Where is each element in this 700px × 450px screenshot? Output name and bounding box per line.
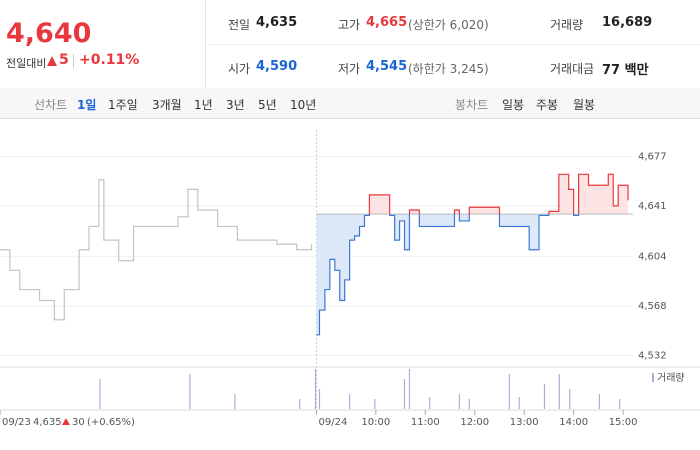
period-tab[interactable]: 10년 xyxy=(290,98,317,112)
y-tick-label: 4,677 xyxy=(638,151,667,162)
period-tab[interactable]: 3년 xyxy=(226,98,245,112)
up-icon xyxy=(47,56,57,66)
stat-label: 고가 xyxy=(338,18,361,32)
volume-bar xyxy=(408,369,411,409)
stat-value: 77 백만 xyxy=(602,63,649,78)
tab-bar xyxy=(0,88,700,119)
price: 4,640 xyxy=(6,18,92,49)
stat-value: 16,689 xyxy=(602,15,653,30)
prev-change: 30 xyxy=(72,417,85,428)
stat-label: 시가 xyxy=(228,62,251,76)
area xyxy=(316,174,629,335)
volume-legend: 거래량 xyxy=(657,372,685,384)
stat-note: (상한가 6,020) xyxy=(408,18,489,32)
volume-bar xyxy=(429,397,431,409)
stat-label: 전일 xyxy=(228,18,251,32)
x-tick-label: 11:00 xyxy=(411,417,440,428)
volume-bar xyxy=(374,399,376,409)
x-tick-label: 09/24 xyxy=(319,417,348,428)
volume-bar xyxy=(558,374,560,409)
stat-note: (하한가 3,245) xyxy=(408,62,489,76)
legend-swatch xyxy=(652,373,654,382)
candle-tab[interactable]: 일봉 xyxy=(502,98,525,112)
change-pct: +0.11% xyxy=(79,52,140,68)
period-tab[interactable]: 3개월 xyxy=(152,98,182,112)
volume-bar xyxy=(234,394,236,409)
candle-tab[interactable]: 주봉 xyxy=(536,98,559,112)
volume-bar xyxy=(349,394,351,409)
divider xyxy=(205,0,206,88)
divider xyxy=(206,44,700,45)
sep xyxy=(73,54,74,68)
stat-value: 4,545 xyxy=(366,59,408,74)
stat-value: 4,665 xyxy=(366,15,408,30)
x-tick-label: 12:00 xyxy=(460,417,489,428)
volume-bar xyxy=(508,374,510,409)
x-tick-label: 14:00 xyxy=(559,417,588,428)
change-label: 전일대비 xyxy=(6,57,47,70)
tab-label: 선차트 xyxy=(34,98,68,112)
x-tick-label: 15:00 xyxy=(609,417,638,428)
stat-value: 4,635 xyxy=(256,15,298,30)
price-line xyxy=(0,179,313,321)
x-tick-label: 10:00 xyxy=(361,417,390,428)
candle-tab[interactable]: 월봉 xyxy=(573,98,596,112)
stat-value: 4,590 xyxy=(256,59,298,74)
volume-bar xyxy=(318,389,321,409)
volume-bar xyxy=(299,399,301,409)
y-tick-label: 4,604 xyxy=(638,252,667,263)
volume-bar xyxy=(543,384,546,409)
volume-bar xyxy=(598,394,600,409)
period-tab[interactable]: 1주일 xyxy=(108,98,138,112)
volume-bar xyxy=(468,399,470,409)
stat-label: 거래량 xyxy=(550,18,584,32)
volume-bar xyxy=(403,379,406,409)
volume-bar xyxy=(314,369,317,409)
volume-bar xyxy=(458,394,461,409)
x-tick-label: 13:00 xyxy=(510,417,539,428)
x-tick-label: 09/23 xyxy=(2,417,31,428)
prev-close: 4,635 xyxy=(33,417,62,428)
y-tick-label: 4,641 xyxy=(638,201,667,212)
up-icon xyxy=(62,418,70,425)
period-tab[interactable]: 1일 xyxy=(77,98,97,112)
volume-bar xyxy=(569,389,571,409)
period-tab[interactable]: 5년 xyxy=(258,98,277,112)
chart: 4,532 4,568 4,604 4,641 4,677 09/23 09/24 10:00… xyxy=(0,130,700,428)
volume-bar xyxy=(189,374,191,409)
price-line xyxy=(316,173,629,336)
stat-label: 저가 xyxy=(338,62,361,76)
stat-label: 거래대금 xyxy=(550,62,595,76)
y-tick-label: 4,568 xyxy=(638,301,667,312)
volume-bar xyxy=(619,399,621,409)
volume-bar xyxy=(99,379,101,409)
period-tab[interactable]: 1년 xyxy=(194,98,213,112)
volume-bar xyxy=(518,397,520,409)
change: 5 xyxy=(59,52,69,68)
y-tick-label: 4,532 xyxy=(638,350,667,361)
tab-label: 봉차트 xyxy=(455,98,489,112)
prev-change-pct: (+0.65%) xyxy=(87,417,135,428)
